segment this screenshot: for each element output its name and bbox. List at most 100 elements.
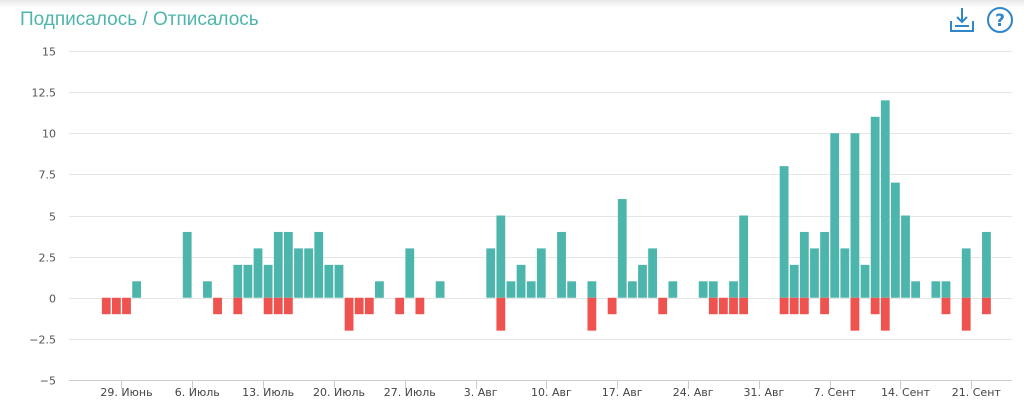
bar-subscribed[interactable] xyxy=(324,264,334,298)
bar-unsubscribed[interactable] xyxy=(354,297,364,315)
bar-subscribed[interactable] xyxy=(132,281,142,298)
grid-lines xyxy=(69,51,1012,381)
x-tick-label: 6. Июль xyxy=(175,386,220,399)
bar-subscribed[interactable] xyxy=(911,281,921,298)
bar-subscribed[interactable] xyxy=(799,231,809,298)
bar-subscribed[interactable] xyxy=(870,116,880,298)
bar-subscribed[interactable] xyxy=(486,248,496,298)
bar-subscribed[interactable] xyxy=(890,182,900,298)
bar-subscribed[interactable] xyxy=(880,100,890,298)
bar-unsubscribed[interactable] xyxy=(233,297,243,315)
bar-subscribed[interactable] xyxy=(810,248,819,298)
bar-unsubscribed[interactable] xyxy=(870,297,880,315)
bar-unsubscribed[interactable] xyxy=(820,297,829,315)
bar-unsubscribed[interactable] xyxy=(395,297,405,315)
bar-subscribed[interactable] xyxy=(557,231,566,298)
bar-subscribed[interactable] xyxy=(253,248,263,298)
bar-subscribed[interactable] xyxy=(820,231,829,298)
bar-unsubscribed[interactable] xyxy=(111,297,121,315)
bar-subscribed[interactable] xyxy=(283,231,293,298)
bar-subscribed[interactable] xyxy=(941,281,951,298)
bar-subscribed[interactable] xyxy=(617,199,627,298)
bar-subscribed[interactable] xyxy=(739,215,749,298)
bar-subscribed[interactable] xyxy=(233,264,243,298)
x-tick-label: 13. Июль xyxy=(242,386,294,399)
x-tick-label: 3. Авг xyxy=(464,386,498,399)
bar-unsubscribed[interactable] xyxy=(719,297,728,315)
bar-subscribed[interactable] xyxy=(334,264,344,298)
bar-unsubscribed[interactable] xyxy=(982,297,991,315)
x-tick-label: 29. Июнь xyxy=(100,386,152,399)
bar-unsubscribed[interactable] xyxy=(263,297,273,315)
bar-unsubscribed[interactable] xyxy=(283,297,293,315)
bar-unsubscribed[interactable] xyxy=(961,297,971,331)
bar-subscribed[interactable] xyxy=(526,281,536,298)
bar-subscribed[interactable] xyxy=(375,281,384,298)
bar-subscribed[interactable] xyxy=(901,215,910,298)
y-tick-label: 10 xyxy=(42,128,56,141)
bar-unsubscribed[interactable] xyxy=(799,297,809,315)
x-axis: 29. Июнь 6. Июль 13. Июль 20. Июль 27. Июль 3… xyxy=(69,380,1012,399)
bar-subscribed[interactable] xyxy=(982,231,991,298)
download-icon[interactable] xyxy=(948,6,976,34)
x-tick-label: 10. Авг xyxy=(531,386,572,399)
bar-subscribed[interactable] xyxy=(729,281,738,298)
bar-subscribed[interactable] xyxy=(263,264,273,298)
bar-unsubscribed[interactable] xyxy=(213,297,222,315)
bar-subscribed[interactable] xyxy=(506,281,516,298)
help-icon[interactable]: ? xyxy=(986,6,1014,34)
bar-subscribed[interactable] xyxy=(203,281,212,298)
bar-unsubscribed[interactable] xyxy=(344,297,354,331)
bar-subscribed[interactable] xyxy=(708,281,718,298)
bar-subscribed[interactable] xyxy=(931,281,941,298)
bar-subscribed[interactable] xyxy=(840,248,850,298)
bar-unsubscribed[interactable] xyxy=(587,297,597,331)
bar-subscribed[interactable] xyxy=(850,133,860,298)
bar-unsubscribed[interactable] xyxy=(789,297,799,315)
bar-unsubscribed[interactable] xyxy=(496,297,506,331)
bar-subscribed[interactable] xyxy=(779,166,789,298)
bar-unsubscribed[interactable] xyxy=(729,297,738,315)
bar-subscribed[interactable] xyxy=(243,264,253,298)
bar-unsubscribed[interactable] xyxy=(364,297,374,315)
x-tick-label: 27. Июль xyxy=(384,386,436,399)
bar-unsubscribed[interactable] xyxy=(880,297,890,331)
bar-subscribed[interactable] xyxy=(638,264,647,298)
bar-unsubscribed[interactable] xyxy=(941,297,951,315)
bar-subscribed[interactable] xyxy=(314,231,324,298)
bar-unsubscribed[interactable] xyxy=(101,297,111,315)
bar-subscribed[interactable] xyxy=(668,281,678,298)
bar-subscribed[interactable] xyxy=(627,281,637,298)
bar-subscribed[interactable] xyxy=(698,281,708,298)
bar-unsubscribed[interactable] xyxy=(779,297,789,315)
bar-unsubscribed[interactable] xyxy=(415,297,425,315)
bar-unsubscribed[interactable] xyxy=(708,297,718,315)
bar-subscribed[interactable] xyxy=(273,231,283,298)
bar-subscribed[interactable] xyxy=(496,215,506,298)
bar-unsubscribed[interactable] xyxy=(273,297,283,315)
bar-subscribed[interactable] xyxy=(648,248,657,298)
bar-unsubscribed[interactable] xyxy=(850,297,860,331)
bar-subscribed[interactable] xyxy=(860,264,870,298)
bar-subscribed[interactable] xyxy=(961,248,971,298)
bar-subscribed[interactable] xyxy=(435,281,445,298)
bar-subscribed[interactable] xyxy=(294,248,303,298)
bars xyxy=(101,100,991,331)
bar-subscribed[interactable] xyxy=(567,281,577,298)
bar-unsubscribed[interactable] xyxy=(658,297,668,315)
x-tick-label: 14. Сент xyxy=(881,386,931,399)
bar-subscribed[interactable] xyxy=(405,248,415,298)
bar-subscribed[interactable] xyxy=(304,248,314,298)
bar-unsubscribed[interactable] xyxy=(739,297,749,315)
bar-unsubscribed[interactable] xyxy=(122,297,131,315)
bar-subscribed[interactable] xyxy=(830,133,840,298)
bar-unsubscribed[interactable] xyxy=(607,297,617,315)
bar-subscribed[interactable] xyxy=(789,264,799,298)
bar-subscribed[interactable] xyxy=(587,281,597,298)
bar-subscribed[interactable] xyxy=(182,231,192,298)
y-tick-label: −5 xyxy=(40,375,56,388)
y-tick-label: 12.5 xyxy=(32,87,57,100)
bar-subscribed[interactable] xyxy=(516,264,526,298)
bar-subscribed[interactable] xyxy=(536,248,546,298)
